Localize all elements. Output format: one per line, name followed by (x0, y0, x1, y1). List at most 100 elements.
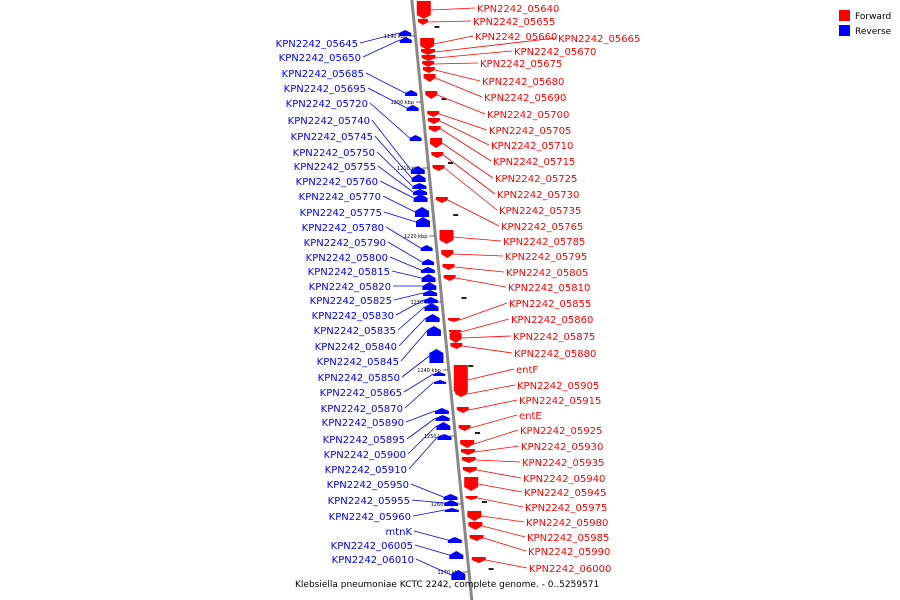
feature-marker (475, 432, 480, 434)
forward-gene-glyph (425, 91, 438, 99)
reverse-gene-label: mtnK (385, 527, 412, 538)
forward-gene-label: KPN2242_05985 (527, 533, 609, 544)
reverse-gene-leader (408, 436, 438, 470)
legend-reverse-swatch (839, 25, 850, 36)
feature-marker (481, 501, 487, 503)
forward-gene-glyph (443, 275, 456, 281)
forward-gene-label: KPN2242_05670 (514, 47, 596, 58)
forward-gene-leader (459, 302, 508, 321)
reverse-gene-label: KPN2242_05955 (328, 496, 410, 507)
leader-layer (359, 7, 557, 576)
reverse-gene-label: KPN2242_05865 (320, 388, 402, 399)
reverse-gene-leader (401, 355, 430, 378)
reverse-gene-leader (367, 87, 407, 109)
reverse-gene-glyph (426, 326, 441, 336)
reverse-gene-glyph (410, 166, 425, 174)
forward-gene-glyph (461, 457, 476, 463)
reverse-gene-leader (374, 135, 412, 179)
forward-gene-leader (467, 368, 515, 381)
reverse-gene-glyph (443, 494, 458, 500)
reverse-gene-leader (410, 483, 444, 498)
reverse-gene-leader (405, 410, 436, 423)
reverse-gene-label: KPN2242_05755 (294, 162, 376, 173)
tick-label: 1190 kbp (384, 34, 408, 40)
forward-gene-glyph (439, 230, 454, 244)
reverse-gene-leader (377, 165, 414, 193)
backbone-layer (410, 0, 474, 600)
forward-gene-leader (430, 7, 476, 11)
forward-gene-glyph (416, 1, 431, 19)
reverse-gene-leader (383, 211, 417, 223)
tick-label: 1230 kbp (410, 300, 434, 306)
reverse-gene-label: KPN2242_05890 (322, 418, 404, 429)
forward-gene-label: KPN2242_05855 (509, 299, 591, 310)
forward-gene-glyph (422, 61, 435, 67)
forward-gene-glyph (442, 264, 455, 270)
reverse-gene-label: KPN2242_05960 (329, 512, 411, 523)
map-caption: Klebsiella pneumoniae KCTC 2242, complet… (295, 580, 599, 590)
reverse-gene-leader (414, 544, 450, 556)
feature-marker (434, 26, 440, 28)
forward-gene-glyph (427, 111, 440, 117)
reverse-gene-leader (369, 102, 410, 139)
forward-gene-label: KPN2242_05660 (475, 32, 557, 43)
forward-gene-glyph (467, 511, 482, 521)
reverse-gene-leader (359, 32, 400, 44)
forward-gene-leader (439, 113, 488, 131)
forward-gene-label: KPN2242_05765 (501, 222, 583, 233)
reverse-gene-label: KPN2242_06010 (332, 555, 414, 566)
tick-layer: 1190 kbp 1200 kbp 1210 kbp 1220 kbp 1230 kbp… (384, 34, 468, 576)
forward-gene-label: entE (519, 411, 542, 422)
forward-gene-label: KPN2242_05860 (511, 315, 593, 326)
reverse-gene-label: KPN2242_06005 (331, 541, 413, 552)
reverse-gene-glyph (413, 189, 427, 195)
reverse-gene-glyph (434, 408, 449, 414)
feature-marker (468, 365, 474, 367)
reverse-gene-leader (400, 330, 428, 362)
forward-gene-glyph (450, 343, 463, 349)
forward-gene-leader (470, 414, 518, 429)
reverse-gene-leader (365, 72, 406, 94)
forward-gene-label: KPN2242_05675 (480, 59, 562, 70)
forward-gene-leader (454, 266, 505, 273)
forward-gene-leader (437, 94, 486, 115)
tick-label: 1270 kbp (437, 570, 461, 576)
forward-gene-leader (443, 154, 496, 195)
reverse-gene-glyph (425, 314, 440, 322)
reverse-gene-leader (393, 292, 424, 301)
tick-label: 1210 kbp (397, 166, 421, 172)
tick-label: 1200 kbp (390, 100, 414, 106)
reverse-gene-label: KPN2242_05910 (325, 465, 407, 476)
reverse-gene-leader (379, 180, 414, 199)
gene-layer (399, 1, 494, 580)
reverse-gene-glyph (451, 570, 466, 580)
legend-forward-swatch (839, 10, 850, 21)
reverse-gene-label: KPN2242_05650 (279, 53, 361, 64)
reverse-gene-label: KPN2242_05895 (323, 435, 405, 446)
forward-gene-label: KPN2242_05925 (520, 426, 602, 437)
reverse-gene-leader (403, 373, 434, 393)
reverse-gene-label: KPN2242_05775 (300, 208, 382, 219)
forward-gene-leader (439, 120, 490, 146)
forward-gene-glyph (418, 19, 428, 25)
reverse-gene-leader (362, 39, 400, 58)
reverse-gene-label: KPN2242_05780 (302, 223, 384, 234)
forward-gene-glyph (468, 522, 483, 530)
forward-gene-leader (435, 50, 513, 59)
forward-gene-leader (434, 35, 474, 45)
forward-gene-label: KPN2242_05785 (503, 237, 585, 248)
reverse-gene-glyph (422, 282, 437, 290)
reverse-gene-leader (404, 381, 435, 409)
forward-gene-label: KPN2242_05915 (519, 396, 601, 407)
tick-label: 1240 kbp (417, 368, 441, 374)
forward-gene-leader (477, 497, 524, 508)
reverse-gene-glyph (444, 508, 459, 512)
reverse-gene-leader (371, 119, 412, 171)
reverse-gene-glyph (409, 135, 422, 141)
forward-gene-label: KPN2242_05930 (521, 442, 603, 453)
legend: Forward Reverse (839, 10, 892, 37)
forward-gene-label: KPN2242_05680 (482, 77, 564, 88)
forward-gene-label: KPN2242_05945 (524, 488, 606, 499)
forward-gene-label: KPN2242_05725 (495, 174, 577, 185)
